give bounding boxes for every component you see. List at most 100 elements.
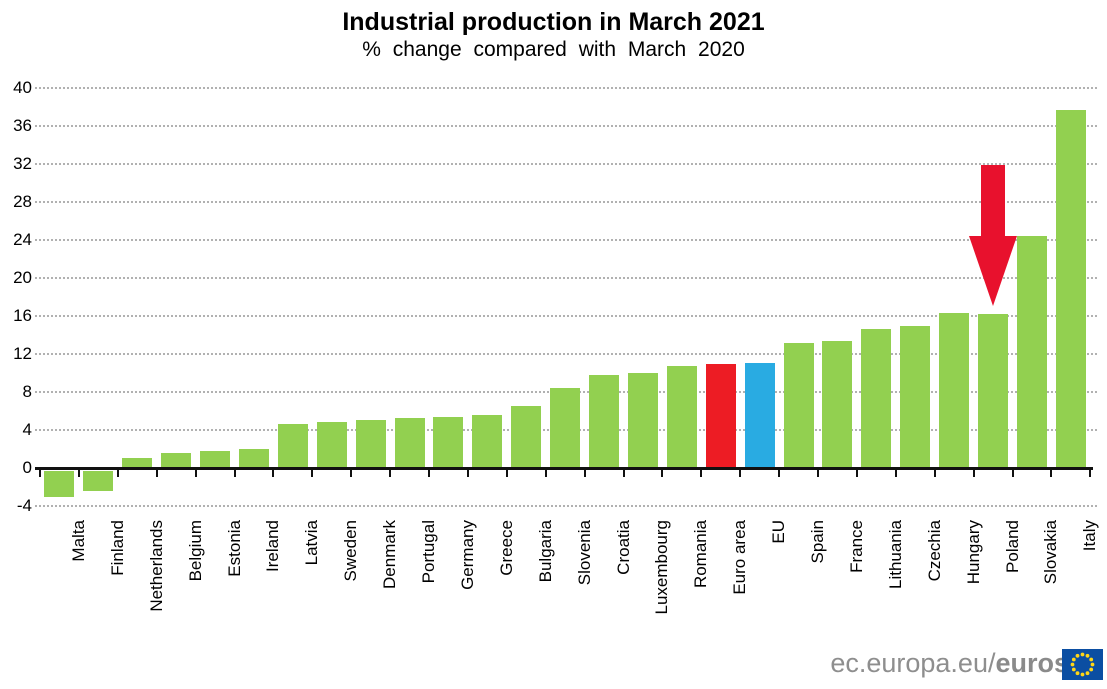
- axis-tick: [117, 469, 119, 477]
- bar-malta: [44, 471, 74, 497]
- poland-down-arrow-icon: [969, 165, 1017, 306]
- gridline: [35, 277, 1097, 279]
- bar-croatia: [589, 375, 619, 468]
- x-label-netherlands: Netherlands: [147, 520, 166, 612]
- chart-title: Industrial production in March 2021: [342, 8, 765, 36]
- x-label-latvia: Latvia: [302, 520, 321, 566]
- bar-eu: [745, 363, 775, 468]
- y-tick-label: 8: [22, 382, 32, 401]
- axis-tick: [389, 469, 391, 477]
- x-label-sweden: Sweden: [341, 520, 360, 582]
- bar-finland: [83, 471, 113, 491]
- x-label-romania: Romania: [691, 520, 710, 589]
- x-label-hungary: Hungary: [964, 520, 983, 585]
- gridline: [35, 505, 1097, 507]
- bar-netherlands: [122, 458, 152, 468]
- x-label-belgium: Belgium: [186, 520, 205, 582]
- x-label-ireland: Ireland: [263, 520, 282, 572]
- bar-romania: [667, 366, 697, 468]
- axis-tick: [934, 469, 936, 477]
- bar-luxembourg: [628, 373, 658, 468]
- axis-tick: [1089, 469, 1091, 477]
- bar-portugal: [395, 418, 425, 468]
- x-label-bulgaria: Bulgaria: [536, 520, 555, 583]
- axis-tick: [1012, 469, 1014, 477]
- bar-bulgaria: [511, 406, 541, 468]
- arrow-shaft: [981, 165, 1005, 236]
- gridline: [35, 315, 1097, 317]
- y-tick-label: 0: [22, 458, 32, 477]
- axis-tick: [78, 469, 80, 477]
- bar-sweden: [317, 422, 347, 468]
- y-tick-label: -4: [16, 496, 32, 515]
- bar-greece: [472, 415, 502, 468]
- y-tick-label: 12: [13, 344, 32, 363]
- x-label-spain: Spain: [808, 520, 827, 564]
- x-label-slovakia: Slovakia: [1041, 520, 1060, 585]
- arrow-head: [969, 236, 1017, 306]
- y-tick-label: 36: [13, 116, 32, 135]
- x-axis-line: [35, 467, 1093, 470]
- axis-tick: [428, 469, 430, 477]
- x-label-croatia: Croatia: [614, 520, 633, 575]
- axis-tick: [156, 469, 158, 477]
- axis-tick: [506, 469, 508, 477]
- gridline: [35, 201, 1097, 203]
- gridline: [35, 353, 1097, 355]
- bar-euro-area: [706, 364, 736, 468]
- x-label-portugal: Portugal: [419, 520, 438, 584]
- axis-tick: [817, 469, 819, 477]
- bar-germany: [433, 417, 463, 468]
- footer-url-text: ec.europa.eu/: [830, 648, 996, 678]
- x-label-france: France: [847, 520, 866, 573]
- bar-italy: [1056, 110, 1086, 468]
- axis-tick: [584, 469, 586, 477]
- axis-tick: [350, 469, 352, 477]
- bar-france: [822, 341, 852, 468]
- x-label-czechia: Czechia: [925, 520, 944, 582]
- x-label-finland: Finland: [108, 520, 127, 576]
- x-label-luxembourg: Luxembourg: [652, 520, 671, 615]
- axis-tick: [311, 469, 313, 477]
- axis-tick: [234, 469, 236, 477]
- gridline: [35, 239, 1097, 241]
- bar-belgium: [161, 453, 191, 468]
- bar-spain: [784, 343, 814, 468]
- y-tick-label: 4: [22, 420, 32, 439]
- eu-flag-icon: [1062, 649, 1103, 680]
- x-label-estonia: Estonia: [225, 520, 244, 577]
- x-label-italy: Italy: [1080, 520, 1099, 552]
- gridline: [35, 163, 1097, 165]
- x-label-slovenia: Slovenia: [575, 520, 594, 586]
- bar-estonia: [200, 451, 230, 468]
- axis-tick: [272, 469, 274, 477]
- bar-hungary: [939, 313, 969, 468]
- x-label-denmark: Denmark: [380, 520, 399, 589]
- axis-tick: [467, 469, 469, 477]
- chart-subtitle: % change compared with March 2020: [362, 38, 745, 61]
- y-tick-label: 16: [13, 306, 32, 325]
- x-label-greece: Greece: [497, 520, 516, 576]
- axis-tick: [973, 469, 975, 477]
- y-tick-label: 24: [13, 230, 32, 249]
- gridline: [35, 87, 1097, 89]
- axis-tick: [778, 469, 780, 477]
- axis-tick: [739, 469, 741, 477]
- x-label-malta: Malta: [69, 520, 88, 562]
- y-tick-label: 32: [13, 154, 32, 173]
- x-label-poland: Poland: [1003, 520, 1022, 573]
- gridline: [35, 125, 1097, 127]
- axis-tick: [623, 469, 625, 477]
- x-label-euro-area: Euro area: [730, 520, 749, 595]
- bar-latvia: [278, 424, 308, 468]
- axis-tick: [545, 469, 547, 477]
- y-tick-label: 40: [13, 78, 32, 97]
- axis-tick: [661, 469, 663, 477]
- x-label-lithuania: Lithuania: [886, 520, 905, 590]
- footer-credit: ec.europa.eu/eurostat: [0, 648, 1102, 679]
- bar-lithuania: [861, 329, 891, 468]
- axis-tick: [195, 469, 197, 477]
- y-tick-label: 20: [13, 268, 32, 287]
